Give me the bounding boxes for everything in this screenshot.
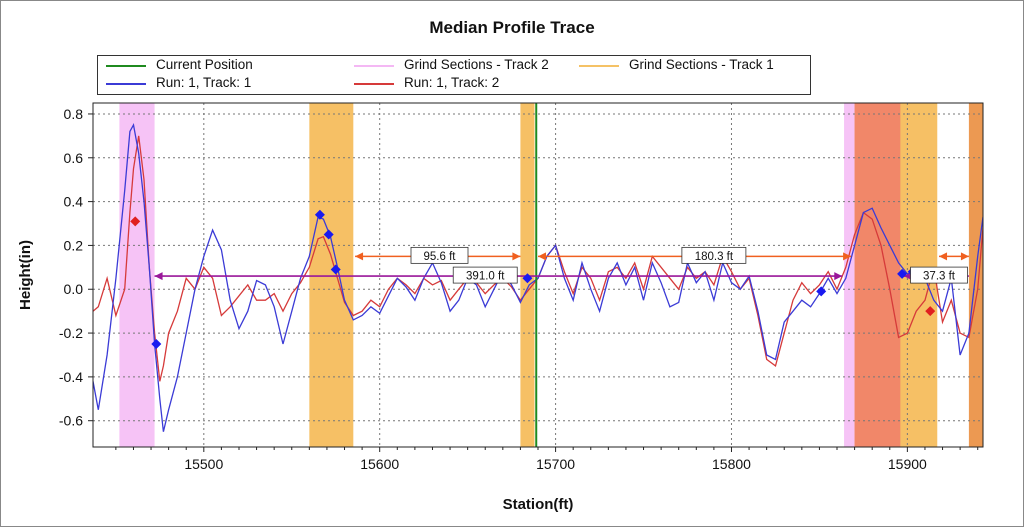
span-label: 95.6 ft xyxy=(424,251,457,263)
span-arrow-right xyxy=(843,252,852,261)
span-label-box xyxy=(410,246,469,264)
series-line-run-1-track-1 xyxy=(93,122,983,432)
span-label: 37.3 ft xyxy=(923,271,956,283)
chart-title: Median Profile Trace xyxy=(429,18,595,37)
point-marker xyxy=(151,339,162,350)
span-arrow-right xyxy=(512,252,521,261)
y-axis-label: Height(in) xyxy=(17,240,34,310)
legend-label: Run: 1, Track: 1 xyxy=(156,75,252,90)
legend-label: Grind Sections - Track 1 xyxy=(629,57,774,72)
legend-swatch xyxy=(106,65,146,67)
y-tick-label: -0.4 xyxy=(59,369,83,385)
span-label: 391.0 ft xyxy=(466,271,505,283)
span-label-box xyxy=(681,246,747,264)
point-marker xyxy=(130,216,141,227)
span-arrow-left xyxy=(939,252,948,261)
x-axis-label: Station(ft) xyxy=(503,496,574,513)
span-label-box xyxy=(910,266,968,284)
legend-swatch xyxy=(354,65,394,67)
span-arrow-left xyxy=(538,252,546,261)
span-arrow-left xyxy=(355,252,364,261)
point-marker xyxy=(314,209,325,220)
y-tick-label: 0.6 xyxy=(64,150,84,166)
x-tick-label: 15700 xyxy=(536,456,575,472)
point-marker xyxy=(897,268,908,279)
x-tick-label: 15600 xyxy=(360,456,399,472)
y-tick-label: 0.8 xyxy=(64,106,84,122)
legend-swatch xyxy=(579,65,619,67)
point-marker xyxy=(816,286,827,297)
x-tick-label: 15800 xyxy=(712,456,751,472)
span-label: 180.3 ft xyxy=(695,251,734,263)
span-label-box xyxy=(452,266,518,284)
span-arrow-right xyxy=(960,252,969,261)
legend-label: Grind Sections - Track 2 xyxy=(404,57,549,72)
y-tick-label: 0.2 xyxy=(64,237,84,253)
x-tick-label: 15900 xyxy=(888,456,927,472)
span-arrow-left xyxy=(154,272,163,281)
grind-section-track1 xyxy=(309,103,354,447)
legend-swatch xyxy=(106,83,146,85)
legend-label: Current Position xyxy=(156,57,253,72)
point-marker xyxy=(925,306,936,317)
y-tick-label: -0.6 xyxy=(59,413,83,429)
span-arrow-right xyxy=(834,272,843,281)
span-arrow-left xyxy=(903,272,912,281)
span-measure xyxy=(939,252,969,261)
legend-label: Run: 1, Track: 2 xyxy=(404,75,500,90)
legend: Current Position Grind Sections - Track … xyxy=(97,55,811,95)
legend-swatch xyxy=(354,83,394,85)
point-marker xyxy=(522,273,533,284)
y-tick-label: 0.4 xyxy=(64,194,84,210)
plot-content: 391.0 ft 95.6 ft 180.3 ft 37.3 ft xyxy=(93,103,983,447)
x-tick-label: 15500 xyxy=(184,456,223,472)
y-tick-label: 0.0 xyxy=(64,281,84,297)
grind-section-overlap xyxy=(854,103,901,447)
y-tick-label: -0.2 xyxy=(59,325,83,341)
point-marker xyxy=(323,229,334,240)
point-marker xyxy=(330,264,341,275)
